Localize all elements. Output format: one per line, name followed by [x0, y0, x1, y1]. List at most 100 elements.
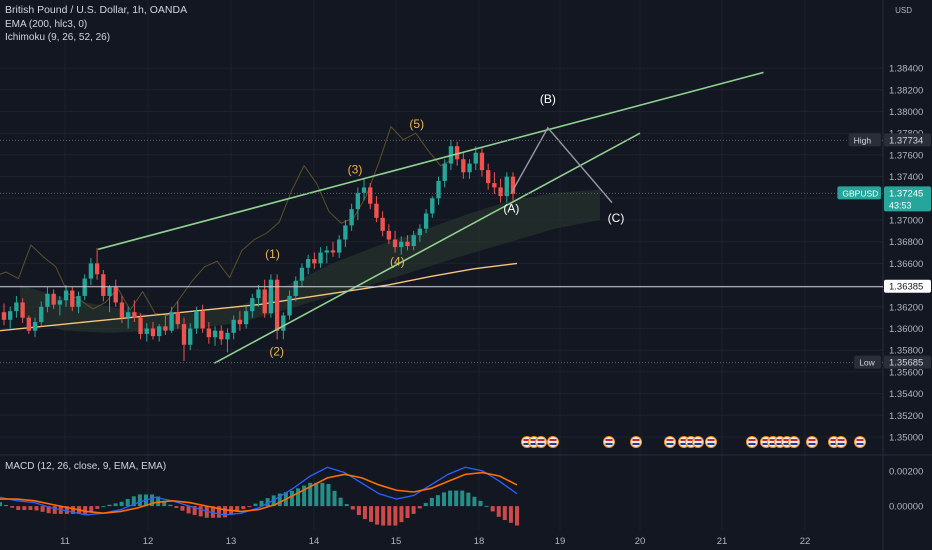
candle[interactable]	[504, 176, 509, 197]
event-flag-icon[interactable]	[603, 436, 615, 448]
candle[interactable]	[63, 290, 69, 301]
candle[interactable]	[101, 274, 106, 296]
candle[interactable]	[132, 312, 137, 318]
candle[interactable]	[423, 213, 429, 229]
candle[interactable]	[200, 311, 205, 329]
price-tick-label[interactable]: 1.35600	[889, 367, 923, 378]
candle[interactable]	[374, 203, 379, 218]
candle[interactable]	[368, 187, 373, 204]
candle[interactable]	[312, 259, 317, 264]
price-tick-label[interactable]: 1.37600	[889, 150, 923, 161]
candle[interactable]	[88, 263, 94, 279]
event-flag-icon[interactable]	[746, 436, 758, 448]
candle[interactable]	[138, 317, 143, 334]
candle[interactable]	[287, 295, 292, 316]
candle[interactable]	[386, 230, 392, 240]
time-tick-label[interactable]: 21	[717, 536, 728, 547]
candle[interactable]	[473, 152, 478, 164]
candle[interactable]	[237, 319, 243, 325]
candle[interactable]	[380, 217, 385, 231]
candle[interactable]	[299, 267, 305, 281]
wave-label[interactable]: (4)	[390, 255, 405, 269]
candle[interactable]	[8, 311, 13, 320]
price-tick-label[interactable]: 1.37000	[889, 216, 923, 227]
candle[interactable]	[461, 159, 466, 173]
candle[interactable]	[492, 183, 497, 188]
price-tick-label[interactable]: 1.38000	[889, 107, 923, 118]
event-flag-icon[interactable]	[630, 436, 642, 448]
candle[interactable]	[479, 152, 485, 171]
event-flag-icon[interactable]	[854, 436, 866, 448]
candle[interactable]	[1, 312, 7, 320]
price-tick-label[interactable]: 1.35400	[889, 389, 923, 400]
event-flag-icon[interactable]	[535, 436, 547, 448]
candle[interactable]	[206, 328, 212, 338]
time-tick-label[interactable]: 11	[60, 536, 70, 547]
time-tick-label[interactable]: 14	[309, 536, 320, 547]
candle[interactable]	[107, 287, 112, 296]
macd-pane[interactable]	[0, 466, 519, 526]
macd-tick-label[interactable]: 0.00000	[889, 502, 923, 513]
price-tick-label[interactable]: 1.36800	[889, 237, 923, 248]
wave-label[interactable]: (2)	[269, 345, 284, 359]
candle[interactable]	[26, 317, 32, 331]
candle[interactable]	[219, 330, 224, 340]
price-tick-label[interactable]: 1.35800	[889, 346, 923, 357]
candle[interactable]	[281, 315, 286, 331]
candle[interactable]	[442, 163, 447, 181]
time-tick-label[interactable]: 22	[800, 536, 811, 547]
ichimoku-legend[interactable]: Ichimoku (9, 26, 52, 26)	[5, 32, 111, 43]
economic-event-markers[interactable]	[521, 436, 866, 448]
candle[interactable]	[417, 228, 423, 236]
candle[interactable]	[231, 319, 236, 333]
candle[interactable]	[169, 312, 174, 331]
candle[interactable]	[355, 192, 360, 210]
candle[interactable]	[32, 321, 38, 331]
price-tick-label[interactable]: 1.38200	[889, 85, 923, 96]
candle[interactable]	[225, 332, 230, 340]
candle[interactable]	[39, 306, 44, 322]
candle[interactable]	[392, 239, 398, 248]
candle[interactable]	[361, 187, 367, 193]
price-axis[interactable]: 1.384001.382001.380001.378001.376001.374…	[837, 6, 931, 513]
candle[interactable]	[268, 279, 274, 314]
candle[interactable]	[175, 312, 180, 325]
candle[interactable]	[411, 235, 416, 247]
candle[interactable]	[212, 330, 218, 338]
trendlines[interactable]	[97, 71, 764, 364]
candle[interactable]	[324, 250, 329, 253]
price-tick-label[interactable]: 1.38400	[889, 64, 923, 75]
wave-label[interactable]: (3)	[348, 162, 363, 176]
candle[interactable]	[318, 252, 323, 264]
time-tick-label[interactable]: 20	[635, 536, 646, 547]
time-tick-label[interactable]: 12	[143, 536, 154, 547]
candle[interactable]	[125, 312, 131, 318]
candle[interactable]	[274, 279, 280, 331]
macd-legend[interactable]: MACD (12, 26, close, 9, EMA, EMA)	[5, 461, 167, 472]
macd-tick-label[interactable]: 0.00200	[889, 466, 923, 477]
wave-labels[interactable]: (1) (2) (3) (4) (5) (A) (B) (C)	[265, 92, 624, 359]
candle[interactable]	[467, 163, 472, 173]
candle[interactable]	[194, 311, 199, 329]
candle[interactable]	[337, 239, 342, 253]
event-flag-icon[interactable]	[664, 436, 676, 448]
candle[interactable]	[256, 289, 261, 299]
event-flag-icon[interactable]	[547, 436, 559, 448]
candle[interactable]	[14, 302, 19, 312]
candle[interactable]	[262, 289, 267, 314]
event-flag-icon[interactable]	[788, 436, 800, 448]
candle[interactable]	[20, 302, 25, 318]
time-axis[interactable]: 11 12 13 14 15 18 19 20 21 22	[60, 536, 810, 547]
candle[interactable]	[293, 280, 298, 296]
candle[interactable]	[57, 300, 63, 305]
time-tick-label[interactable]: 13	[226, 536, 237, 547]
wave-label[interactable]: (C)	[608, 211, 625, 225]
candle[interactable]	[243, 311, 249, 325]
candle[interactable]	[181, 324, 187, 345]
ema-legend[interactable]: EMA (200, hlc3, 0)	[5, 19, 88, 30]
candle[interactable]	[76, 295, 81, 307]
candle[interactable]	[305, 259, 311, 268]
candle[interactable]	[430, 198, 435, 214]
candle[interactable]	[343, 225, 348, 240]
